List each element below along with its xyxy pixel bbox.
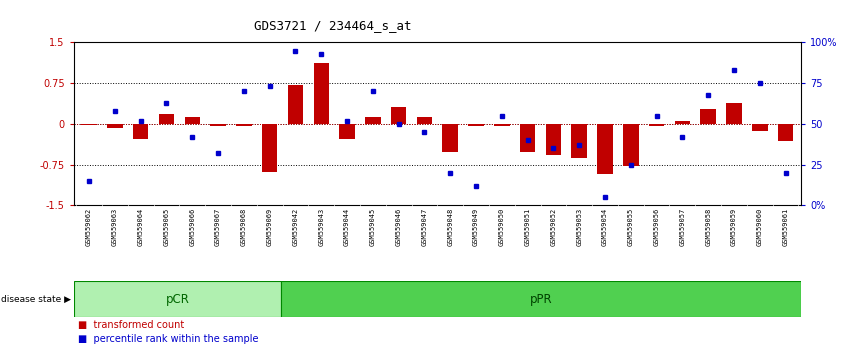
- Bar: [391, 107, 406, 124]
- Bar: [778, 124, 793, 141]
- Bar: [313, 63, 329, 124]
- Text: GSM559063: GSM559063: [112, 207, 118, 246]
- Bar: [649, 124, 664, 126]
- Bar: [288, 85, 303, 124]
- Bar: [494, 124, 509, 126]
- Text: GSM559060: GSM559060: [757, 207, 763, 246]
- Text: GSM559068: GSM559068: [241, 207, 247, 246]
- Bar: [443, 124, 458, 152]
- Bar: [520, 124, 535, 152]
- Text: GSM559044: GSM559044: [344, 207, 350, 246]
- Bar: [727, 103, 741, 124]
- Bar: [752, 124, 767, 131]
- Text: GSM559061: GSM559061: [783, 207, 789, 246]
- Text: GSM559058: GSM559058: [705, 207, 711, 246]
- Bar: [210, 124, 226, 126]
- Text: GSM559056: GSM559056: [654, 207, 660, 246]
- Bar: [158, 114, 174, 124]
- Text: GSM559062: GSM559062: [86, 207, 92, 246]
- Bar: [675, 121, 690, 124]
- Text: ■  transformed count: ■ transformed count: [78, 320, 184, 330]
- Bar: [339, 124, 355, 139]
- Text: GSM559048: GSM559048: [447, 207, 453, 246]
- Text: GSM559053: GSM559053: [576, 207, 582, 246]
- Bar: [546, 124, 561, 155]
- Bar: [281, 281, 801, 317]
- Bar: [133, 124, 148, 139]
- Text: GSM559067: GSM559067: [215, 207, 221, 246]
- Bar: [469, 124, 484, 126]
- Bar: [184, 117, 200, 124]
- Text: ■  percentile rank within the sample: ■ percentile rank within the sample: [78, 334, 258, 344]
- Bar: [365, 117, 380, 124]
- Bar: [74, 281, 281, 317]
- Text: GSM559045: GSM559045: [370, 207, 376, 246]
- Text: GSM559055: GSM559055: [628, 207, 634, 246]
- Bar: [701, 109, 716, 124]
- Text: GSM559066: GSM559066: [190, 207, 195, 246]
- Text: GSM559064: GSM559064: [138, 207, 144, 246]
- Text: GSM559043: GSM559043: [318, 207, 324, 246]
- Text: GSM559069: GSM559069: [267, 207, 273, 246]
- Text: pPR: pPR: [530, 293, 553, 306]
- Text: GSM559050: GSM559050: [499, 207, 505, 246]
- Text: GSM559049: GSM559049: [473, 207, 479, 246]
- Bar: [236, 124, 252, 126]
- Text: GSM559059: GSM559059: [731, 207, 737, 246]
- Bar: [572, 124, 587, 158]
- Text: GSM559047: GSM559047: [422, 207, 428, 246]
- Text: GSM559065: GSM559065: [164, 207, 170, 246]
- Text: GSM559054: GSM559054: [602, 207, 608, 246]
- Bar: [262, 124, 277, 172]
- Text: GSM559057: GSM559057: [680, 207, 685, 246]
- Text: disease state ▶: disease state ▶: [1, 295, 71, 304]
- Bar: [107, 124, 123, 128]
- Text: GSM559051: GSM559051: [525, 207, 531, 246]
- Text: GDS3721 / 234464_s_at: GDS3721 / 234464_s_at: [254, 19, 411, 32]
- Text: pCR: pCR: [165, 293, 190, 306]
- Text: GSM559042: GSM559042: [293, 207, 299, 246]
- Text: GSM559052: GSM559052: [551, 207, 557, 246]
- Bar: [598, 124, 613, 174]
- Bar: [417, 117, 432, 124]
- Bar: [81, 124, 97, 125]
- Text: GSM559046: GSM559046: [396, 207, 402, 246]
- Bar: [623, 124, 638, 166]
